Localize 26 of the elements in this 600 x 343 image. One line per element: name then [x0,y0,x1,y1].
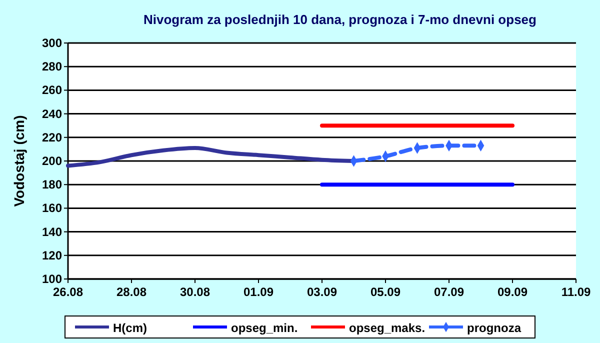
x-tick-label: 05.09 [370,285,401,299]
x-tick-label: 11.09 [561,285,592,299]
x-tick-label: 09.09 [497,285,528,299]
x-tick-label: 03.09 [306,285,338,299]
x-tick-label: 07.09 [434,285,464,299]
y-tick-label: 220 [42,130,62,144]
x-tick-label: 01.09 [243,285,274,299]
x-tick-label: 26.08 [52,285,84,299]
legend-label: opseg_maks. [349,321,426,335]
y-axis-title: Vodostaj (cm) [11,115,27,207]
chart-title: Nivogram za poslednjih 10 dana, prognoza i 7-mo dnevni opseg [144,12,537,27]
y-tick-label: 240 [42,106,62,121]
y-tick-label: 160 [42,201,62,216]
legend-label: opseg_min. [231,321,298,335]
y-tick-label: 100 [42,272,62,286]
y-tick-label: 180 [42,178,62,192]
legend-label: H(cm) [113,321,148,335]
x-tick-label: 28.08 [116,285,147,299]
y-tick-label: 300 [42,36,62,50]
legend-label: prognoza [467,321,522,335]
x-tick-label: 30.08 [180,285,210,299]
y-tick-label: 260 [42,83,62,98]
y-tick-label: 140 [42,224,62,239]
y-tick-label: 120 [42,248,62,262]
y-tick-label: 200 [42,154,62,168]
y-tick-label: 280 [42,60,62,74]
